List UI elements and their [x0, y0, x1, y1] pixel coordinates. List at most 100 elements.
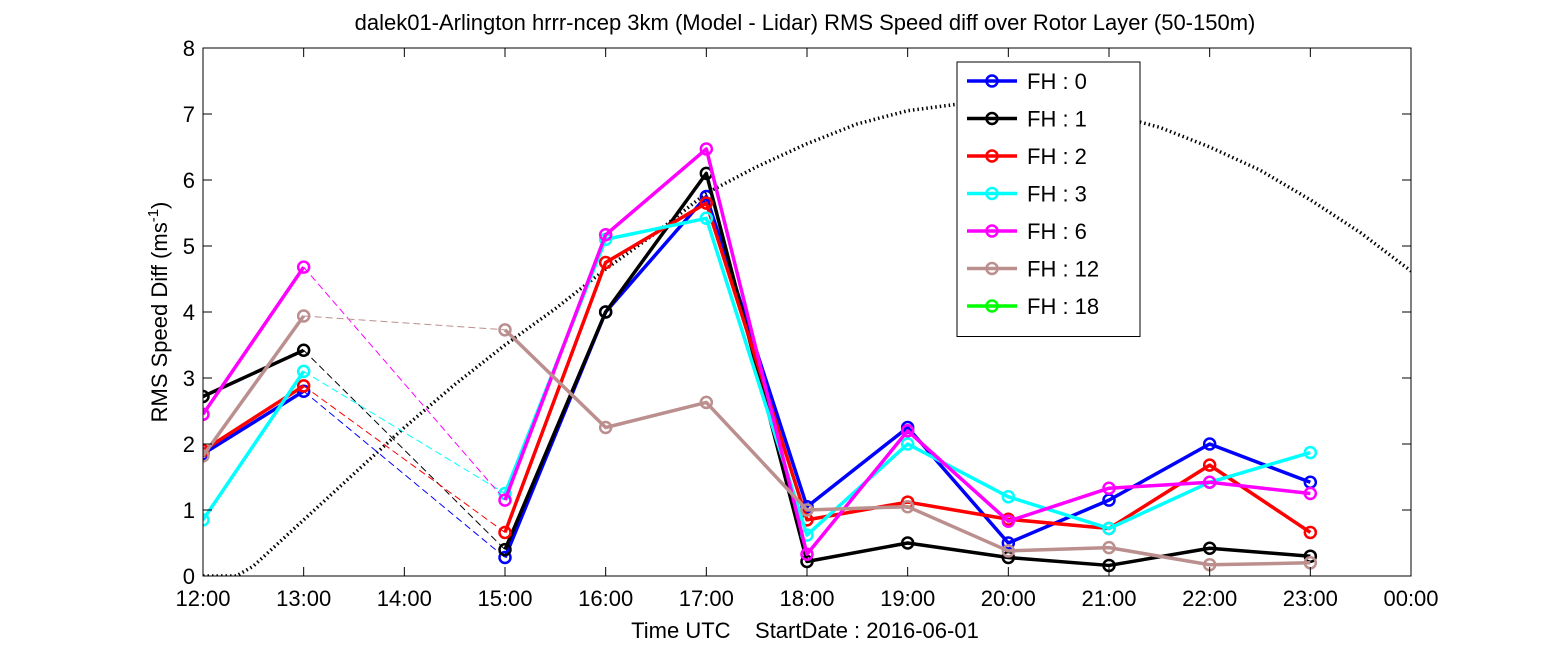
legend-item: FH : 6 [967, 219, 1087, 244]
y-axis-label-sup: -1 [145, 209, 162, 222]
data-point-marker [900, 536, 915, 550]
legend-item: FH : 18 [967, 294, 1099, 319]
series-line-segment [503, 194, 1311, 559]
legend-marker [985, 224, 999, 238]
data-point-marker [1001, 544, 1016, 558]
plot-area [203, 99, 1411, 576]
series-line-segment [203, 370, 306, 521]
data-point-marker [900, 424, 915, 438]
y-axis-label-close: ) [147, 202, 172, 209]
data-point-marker [498, 493, 512, 507]
legend-label: FH : 0 [1027, 69, 1087, 94]
reference-dotted-curve [203, 99, 1411, 576]
legend-label: FH : 6 [1027, 219, 1087, 244]
data-point-marker [296, 260, 311, 274]
data-point-marker [296, 379, 311, 393]
data-point-marker [699, 395, 714, 410]
data-point-marker [900, 499, 915, 514]
series-fh-3 [203, 211, 1318, 542]
data-point-marker [699, 142, 714, 156]
data-point-marker [1202, 458, 1217, 472]
series-line-segment [503, 328, 1311, 567]
x-tick-label: 23:00 [1283, 586, 1338, 611]
y-tick-label: 7 [183, 102, 195, 127]
legend: FH : 0 FH : 1 FH : 2 FH : 3 FH : 6 FH : 12 FH … [956, 61, 1141, 337]
series-gap-dashed [303, 315, 506, 331]
x-tick-label: 15:00 [477, 586, 532, 611]
data-point-marker [900, 437, 915, 451]
x-tick-label: 14:00 [377, 586, 432, 611]
data-point-marker [203, 513, 210, 527]
series-line-segment [503, 147, 1311, 556]
y-tick-label: 2 [183, 432, 195, 457]
data-point-marker [598, 228, 613, 242]
series-line-segment [503, 171, 1311, 568]
data-point-marker [498, 542, 512, 557]
data-point-marker [203, 407, 210, 422]
series-gap-dashed [303, 349, 506, 550]
series-line-segment [203, 389, 305, 456]
data-point-marker [1303, 486, 1318, 501]
data-point-marker [1202, 437, 1217, 451]
x-tick-label: 19:00 [880, 586, 935, 611]
x-tick-label: 16:00 [578, 586, 633, 611]
y-tick-label: 5 [183, 234, 195, 259]
series-gap-dashed [303, 266, 506, 501]
axes-box [202, 47, 1412, 577]
y-tick-label: 3 [183, 366, 195, 391]
legend-marker [985, 149, 999, 163]
legend-item: FH : 12 [967, 257, 1099, 282]
data-point-marker [1102, 521, 1116, 536]
data-point-marker [498, 323, 512, 337]
data-point-marker [296, 343, 311, 358]
data-point-marker [800, 554, 814, 569]
data-point-marker [1102, 540, 1116, 555]
data-point-marker [1001, 490, 1016, 504]
data-point-marker [203, 449, 210, 463]
data-point-marker [598, 305, 613, 319]
x-tick-label: 18:00 [779, 586, 834, 611]
x-tick-label: 21:00 [1081, 586, 1136, 611]
y-tick-label: 1 [183, 498, 195, 523]
data-point-marker [1303, 549, 1318, 563]
data-point-marker [1001, 536, 1016, 550]
legend-label: FH : 2 [1027, 144, 1087, 169]
data-point-marker [203, 389, 210, 404]
y-tick-label: 4 [183, 300, 195, 325]
data-point-marker [498, 550, 512, 565]
legend-item: FH : 1 [967, 107, 1087, 132]
legend-label: FH : 1 [1027, 107, 1087, 132]
plot-content [203, 99, 1411, 576]
x-tick-label: 17:00 [679, 586, 734, 611]
data-point-marker [1303, 525, 1318, 540]
series-line-segment [203, 266, 306, 416]
legend-label: FH : 3 [1027, 182, 1087, 207]
data-point-marker [1202, 541, 1217, 556]
legend-label: FH : 12 [1027, 257, 1099, 282]
legend-item: FH : 0 [967, 69, 1087, 94]
data-point-marker [598, 255, 613, 270]
legend-label: FH : 18 [1027, 294, 1099, 319]
series-line-segment [503, 216, 1311, 537]
data-point-marker [800, 547, 814, 561]
data-point-marker [296, 309, 311, 323]
series-fh-6 [203, 142, 1318, 561]
series-gap-dashed [303, 390, 506, 558]
data-point-marker [598, 420, 613, 435]
legend-marker [985, 299, 999, 313]
x-tick-label: 00:00 [1383, 586, 1438, 611]
data-point-marker [800, 503, 814, 517]
data-point-marker [1102, 481, 1116, 495]
legend-item: FH : 3 [967, 182, 1087, 207]
legend-marker [985, 74, 999, 88]
data-point-marker [296, 364, 311, 379]
axes: 12:00 13:00 14:00 15:00 16:00 17:00 18:00 19:00… [175, 36, 1438, 611]
data-point-marker [699, 196, 714, 210]
data-point-marker [1202, 475, 1217, 490]
series-line-segment [203, 314, 306, 457]
y-axis-label: RMS Speed Diff (ms-1) [145, 202, 172, 423]
legend-marker [985, 261, 999, 276]
legend-item: FH : 2 [967, 144, 1087, 169]
